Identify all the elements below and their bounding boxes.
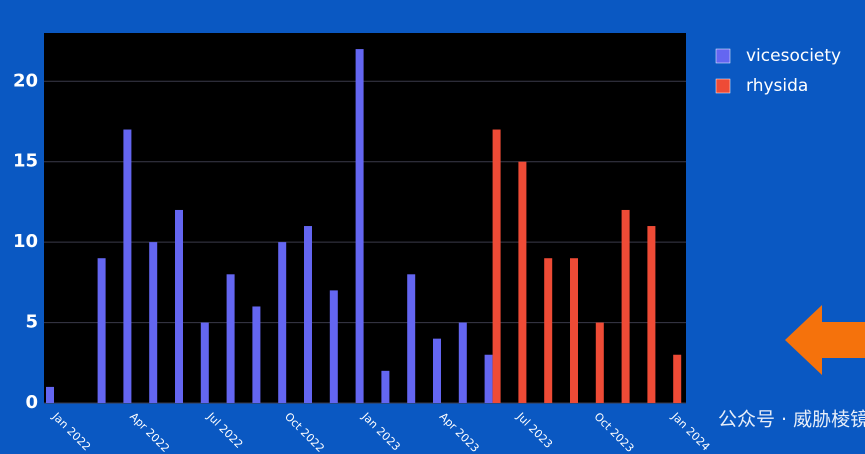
arrow	[785, 305, 865, 375]
bar	[123, 129, 132, 404]
legend-label: vicesociety	[746, 46, 841, 66]
x-tick-label: Jan 2024	[668, 409, 712, 453]
bar	[595, 322, 604, 403]
y-tick-label: 5	[25, 312, 38, 333]
bar	[433, 338, 441, 403]
bar	[329, 290, 338, 403]
bar	[492, 129, 501, 404]
x-tick-label: Jul 2022	[204, 409, 246, 451]
bar	[278, 242, 287, 403]
bar	[355, 49, 364, 404]
x-tick-label: Jan 2023	[359, 409, 403, 453]
bar	[647, 226, 656, 403]
bar	[226, 274, 235, 403]
bar	[544, 258, 553, 403]
bar	[46, 386, 54, 403]
bar	[252, 306, 261, 403]
x-tick-label: Apr 2023	[437, 410, 482, 454]
legend-swatch	[715, 48, 731, 64]
legend-swatch	[715, 78, 731, 94]
y-tick-label: 20	[13, 70, 38, 91]
watermark: 公众号 · 威胁棱镜	[718, 409, 865, 431]
y-tick-label: 10	[13, 231, 38, 252]
bar	[407, 274, 416, 403]
y-tick-label: 15	[13, 151, 38, 172]
bar	[304, 226, 312, 403]
bar	[518, 161, 527, 403]
x-tick-label: Jan 2022	[49, 409, 93, 453]
x-tick-label: Apr 2022	[127, 410, 172, 454]
bar	[381, 370, 390, 403]
bar	[149, 242, 158, 403]
x-tick-label: Jul 2023	[513, 409, 555, 451]
bar	[175, 209, 183, 403]
bar	[200, 322, 209, 403]
bar	[97, 258, 106, 403]
bar	[570, 258, 578, 403]
x-tick-label: Oct 2022	[282, 410, 327, 454]
plot-area	[44, 33, 686, 403]
y-tick-label: 0	[25, 392, 38, 413]
bar	[673, 354, 682, 403]
bar	[621, 209, 630, 403]
bar	[458, 322, 467, 403]
bar	[484, 354, 493, 403]
legend-label: rhysida	[746, 76, 808, 96]
x-tick-label: Oct 2023	[592, 410, 637, 454]
